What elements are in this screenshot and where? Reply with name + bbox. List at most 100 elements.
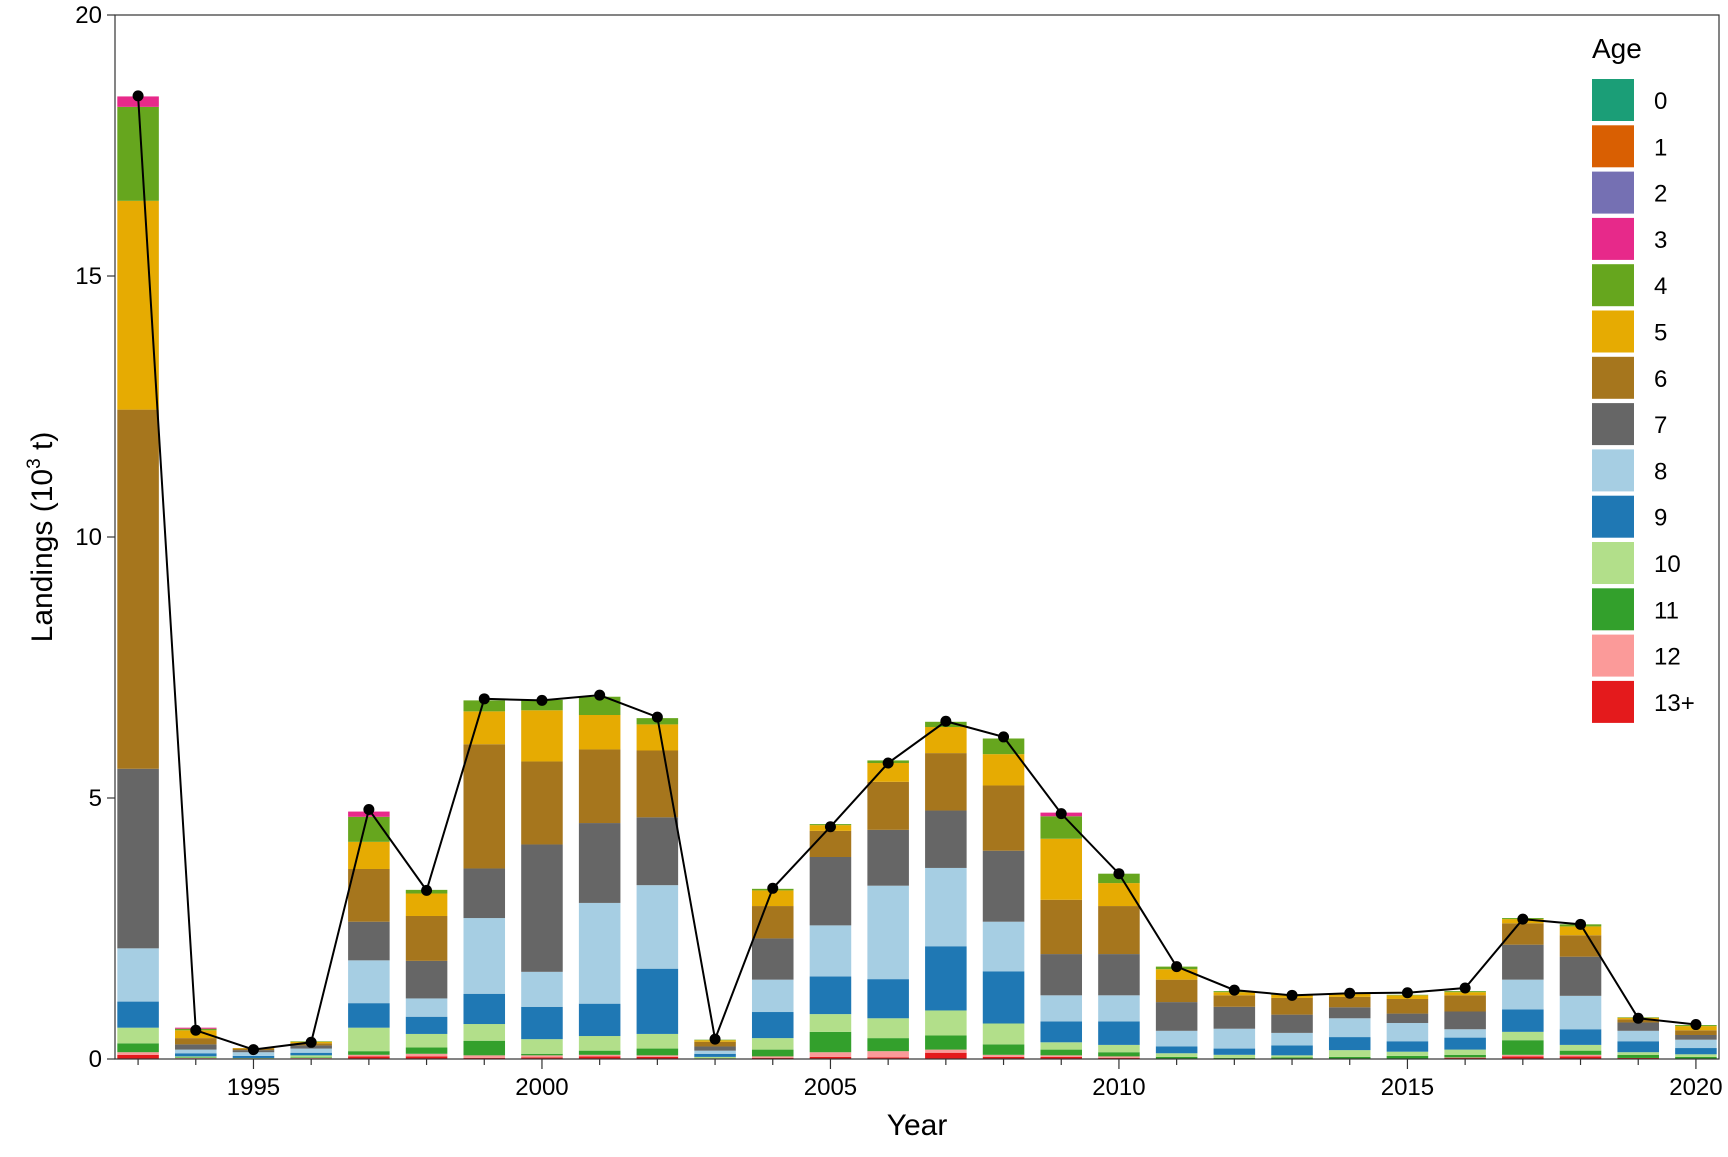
bar-segment: [1617, 1041, 1659, 1053]
bar-segment: [982, 1023, 1025, 1045]
total-point: [363, 803, 375, 815]
bar-segment: [578, 1050, 621, 1055]
bar-segment: [1098, 1021, 1140, 1045]
bar-segment: [867, 979, 909, 1019]
bar-segment: [1386, 1022, 1429, 1042]
total-point: [536, 694, 548, 706]
bar-segment: [521, 761, 563, 845]
bar-segment: [1386, 1013, 1429, 1023]
bar-segment: [175, 1049, 217, 1054]
bar-segment: [521, 844, 563, 972]
bar-segment: [290, 1057, 332, 1058]
bar-segment: [463, 993, 506, 1025]
legend-label: 6: [1654, 366, 1667, 393]
bar-segment: [867, 781, 909, 830]
bar-segment: [1386, 1055, 1429, 1059]
y-tick-label: 0: [89, 1046, 102, 1073]
bar-segment: [290, 1052, 332, 1056]
bar-segment: [290, 1048, 332, 1053]
bar-segment: [1675, 1039, 1717, 1049]
x-tick-label: 2015: [1381, 1074, 1434, 1101]
legend-key: [1592, 449, 1634, 492]
bar-segment: [521, 710, 563, 762]
bar-segment: [1328, 1050, 1371, 1057]
bar-segment: [925, 1052, 967, 1059]
bar-segment: [925, 867, 967, 947]
bar-segment: [1617, 1054, 1659, 1058]
bar-segment: [867, 1057, 909, 1059]
bar-segment: [809, 830, 852, 857]
bar-segment: [1040, 1049, 1083, 1056]
bar-segment: [982, 1044, 1025, 1055]
bar-segment: [809, 925, 852, 977]
total-point: [882, 757, 894, 769]
bar-segment: [1040, 1056, 1083, 1059]
bar-segment: [636, 1048, 679, 1056]
legend-label: 1: [1654, 134, 1667, 161]
bar-segment: [1155, 1002, 1198, 1031]
bar-segment: [1502, 1056, 1544, 1059]
bar-segment: [578, 715, 621, 750]
bar-segment: [694, 1053, 736, 1057]
bar-segment: [1098, 906, 1140, 955]
bar-segment: [867, 1038, 909, 1052]
total-point: [478, 693, 490, 705]
bar-segment: [117, 1001, 159, 1028]
bar-segment: [1328, 1018, 1371, 1038]
bar-segment: [1559, 1029, 1602, 1045]
bar-segment: [982, 1054, 1025, 1057]
legend-key: [1592, 403, 1634, 446]
legend-key: [1592, 217, 1634, 260]
bar-segment: [117, 1052, 159, 1055]
bar-segment: [751, 1049, 794, 1057]
bar-segment: [463, 711, 506, 745]
bar-segment: [1098, 1052, 1140, 1057]
bar-segment: [751, 979, 794, 1013]
bar-segment: [982, 971, 1025, 1024]
total-point: [1690, 1019, 1702, 1031]
bar-segment: [636, 968, 679, 1034]
bar-segment: [925, 810, 967, 868]
bar-segment: [463, 868, 506, 919]
bar-segment: [1559, 995, 1602, 1030]
bar-segment: [1559, 1054, 1602, 1057]
y-tick-label: 5: [89, 785, 102, 812]
bar-segment: [636, 1033, 679, 1049]
legend-key: [1592, 495, 1634, 538]
bar-segment: [925, 753, 967, 811]
bar-segment: [405, 1033, 448, 1048]
bar-segment: [1559, 956, 1602, 996]
legend-key: [1592, 634, 1634, 677]
bar-segment: [405, 1056, 448, 1059]
bar-segment: [117, 409, 159, 769]
bar-segment: [521, 1039, 563, 1054]
bar-segment: [1559, 1056, 1602, 1059]
bar-segment: [1271, 1014, 1313, 1033]
bar-segment: [117, 106, 159, 201]
legend-label: 3: [1654, 227, 1667, 254]
bar-segment: [578, 1003, 621, 1037]
y-tick-label: 20: [75, 2, 102, 29]
bar-segment: [636, 750, 679, 818]
legend-label: 7: [1654, 412, 1667, 439]
bar-segment: [1271, 1055, 1313, 1058]
bar-segment: [578, 749, 621, 824]
total-point: [651, 711, 663, 723]
legend-key: [1592, 310, 1634, 353]
bar-segment: [1213, 1048, 1256, 1055]
total-line: [137, 95, 1697, 1051]
legend-key: [1592, 680, 1634, 723]
bar-segment: [405, 893, 448, 916]
legend-label: 4: [1654, 273, 1667, 300]
legend-label: 8: [1654, 458, 1667, 485]
total-point: [421, 884, 433, 896]
legend-label: 2: [1654, 181, 1667, 208]
bars-layer: [117, 96, 1717, 1059]
legend-label: 5: [1654, 320, 1667, 347]
bar-segment: [1559, 926, 1602, 936]
total-point: [1113, 868, 1125, 880]
bar-segment: [1502, 1054, 1544, 1057]
bar-segment: [1040, 995, 1083, 1022]
total-point: [1228, 984, 1240, 996]
